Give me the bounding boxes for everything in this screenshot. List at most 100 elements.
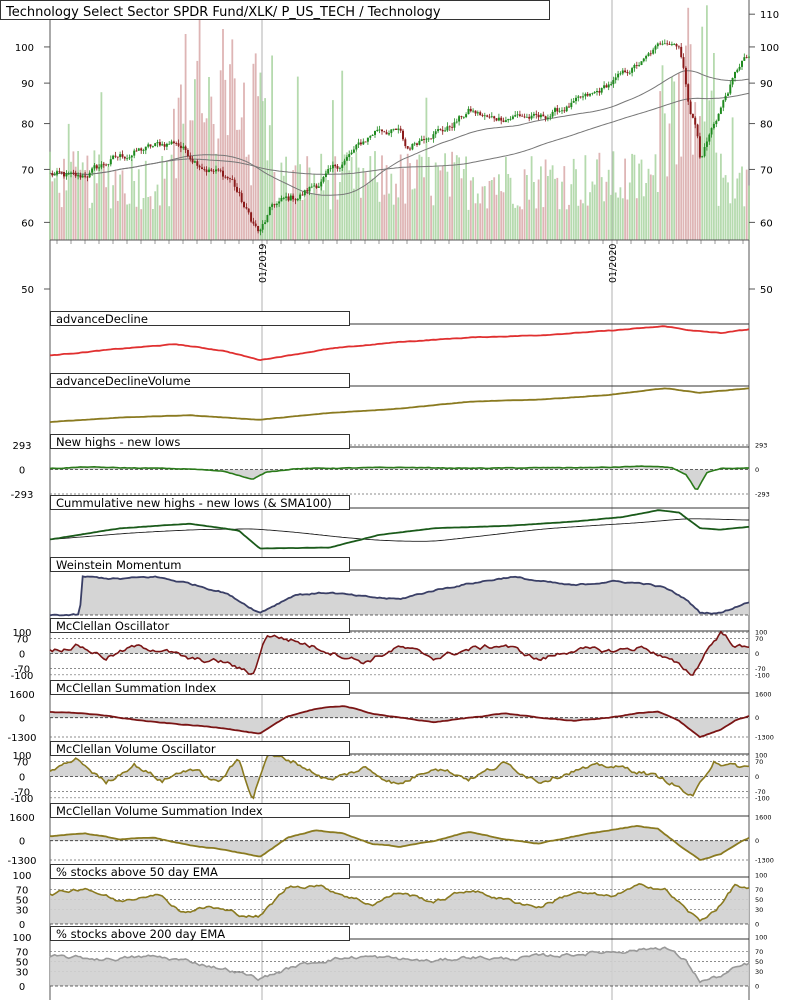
panel-axis-left-label: 70 <box>16 886 29 897</box>
candle-body <box>191 159 194 163</box>
volume-bar <box>299 164 301 240</box>
volume-bar <box>432 205 435 240</box>
candle-body <box>350 152 353 155</box>
panel-axis-right-label: 1600 <box>755 690 772 698</box>
volume-bar <box>306 156 309 240</box>
panel-axis-right-label: 293 <box>755 442 767 450</box>
volume-bar <box>259 72 262 240</box>
volume-bar <box>170 154 173 240</box>
series-line <box>49 387 750 423</box>
volume-bar <box>67 123 70 240</box>
candle-body <box>119 154 122 158</box>
candle-body <box>722 100 725 108</box>
candle-body <box>168 143 171 145</box>
volume-bar <box>224 79 227 241</box>
candle-body <box>605 85 608 88</box>
candle-body <box>635 65 638 66</box>
volume-bar <box>166 161 168 240</box>
panel-axis-left-label: 0 <box>19 466 25 477</box>
candle-body <box>448 126 451 128</box>
volume-bar <box>682 58 685 241</box>
volume-bar <box>598 152 601 240</box>
volume-bar <box>612 151 615 240</box>
series-line <box>49 753 750 800</box>
volume-bar <box>476 193 479 240</box>
volume-bar <box>392 204 395 240</box>
candle-body <box>561 110 563 112</box>
candle-body <box>642 58 645 62</box>
candle-body <box>254 223 257 227</box>
volume-bar <box>647 168 650 240</box>
candle-body <box>712 124 715 129</box>
volume-bar <box>680 156 683 240</box>
volume-bar <box>526 175 528 240</box>
candle-body <box>144 146 147 151</box>
volume-bar <box>296 76 299 240</box>
candle-body <box>500 117 503 121</box>
candle-body <box>488 116 491 118</box>
candle-body <box>465 114 468 117</box>
sma100-line <box>49 518 749 542</box>
panel-title: New highs - new lows <box>56 435 180 449</box>
candle-body <box>374 130 376 135</box>
candle-body <box>313 185 316 187</box>
candle-body <box>575 97 577 102</box>
volume-bar <box>523 169 526 240</box>
volume-bar <box>154 191 157 240</box>
panel-title: Cummulative new highs - new lows (& SMA1… <box>56 496 332 510</box>
volume-bar <box>261 101 264 240</box>
volume-bar <box>381 155 383 240</box>
volume-bar <box>79 169 82 240</box>
candle-body <box>161 144 164 146</box>
series-line <box>49 465 750 491</box>
candle-body <box>222 170 224 177</box>
candle-body <box>352 149 355 153</box>
volume-bar <box>514 207 517 240</box>
volume-bar <box>282 175 285 240</box>
panel-title-box <box>50 803 350 818</box>
candle-body <box>72 172 75 174</box>
volume-bar <box>247 154 250 240</box>
candle-body <box>451 126 454 128</box>
volume-bar <box>310 193 313 240</box>
volume-bar <box>724 175 727 240</box>
candle-body <box>268 206 271 215</box>
candle-body <box>165 143 168 147</box>
candle-body <box>589 93 591 96</box>
volume-bar <box>173 108 175 240</box>
candle-body <box>257 226 260 232</box>
panel-cumulative_new_highs_lows <box>49 495 750 550</box>
candle-body <box>70 172 72 174</box>
candle-body <box>668 44 671 45</box>
candle-body <box>128 157 131 159</box>
panel-title: McClellan Volume Oscillator <box>56 742 216 756</box>
candle-body <box>245 207 248 209</box>
candle-body <box>376 129 379 131</box>
volume-bar <box>362 168 365 240</box>
candle-body <box>624 70 627 72</box>
candle-body <box>77 175 80 177</box>
series-line <box>49 630 750 676</box>
volume-bar <box>390 173 393 240</box>
volume-bar <box>617 197 619 240</box>
volume-bar <box>222 29 224 240</box>
volume-bar <box>128 203 131 240</box>
volume-bar <box>635 198 638 240</box>
candle-body <box>409 148 411 150</box>
candle-body <box>250 212 253 222</box>
candle-body <box>507 119 510 121</box>
candle-body <box>439 129 442 130</box>
volume-bar <box>731 117 734 240</box>
volume-bar <box>652 175 655 240</box>
candle-body <box>329 168 332 170</box>
volume-bar <box>544 159 547 240</box>
volume-bar <box>196 60 199 241</box>
candle-body <box>719 107 722 114</box>
candle-body <box>497 117 500 121</box>
volume-bar <box>439 170 442 240</box>
candle-body <box>341 164 344 168</box>
candle-body <box>418 140 421 145</box>
candle-body <box>88 172 91 178</box>
candle-body <box>345 157 348 161</box>
panel-advanceDeclineVolume <box>49 373 750 423</box>
